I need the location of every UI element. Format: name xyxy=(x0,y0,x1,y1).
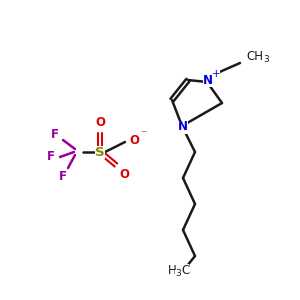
Text: H: H xyxy=(168,263,176,277)
Text: O: O xyxy=(129,134,139,148)
Text: F: F xyxy=(59,169,67,182)
Text: 3: 3 xyxy=(263,56,269,64)
Text: O: O xyxy=(95,116,105,130)
Text: ⁻: ⁻ xyxy=(140,128,146,142)
Text: F: F xyxy=(51,128,59,142)
Text: C: C xyxy=(181,263,189,277)
Text: N: N xyxy=(178,121,188,134)
Text: O: O xyxy=(119,167,129,181)
Text: +: + xyxy=(212,69,220,79)
Text: 3: 3 xyxy=(175,269,181,278)
Text: S: S xyxy=(95,146,105,158)
Text: N: N xyxy=(203,74,213,86)
Text: F: F xyxy=(47,151,55,164)
Text: CH: CH xyxy=(247,50,263,62)
